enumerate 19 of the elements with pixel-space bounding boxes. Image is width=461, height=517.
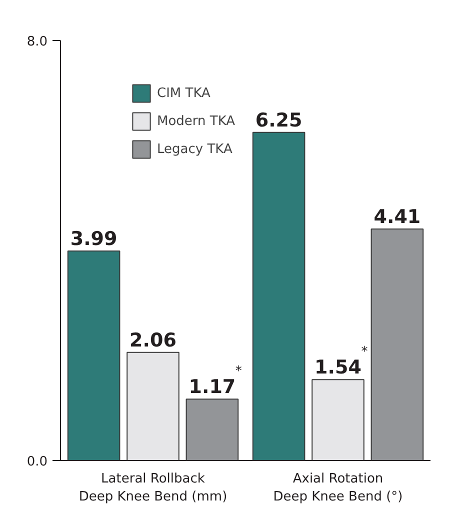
data-label: 4.41: [374, 206, 421, 228]
bar: [312, 379, 364, 460]
x-tick-label: Axial Rotation Deep Knee Bend (°): [273, 472, 403, 504]
legend-label: CIM TKA: [157, 86, 210, 100]
x-tick-label: Lateral Rollback Deep Knee Bend (mm): [78, 472, 228, 504]
data-label: 1.17*: [188, 364, 242, 398]
legend-label: Legacy TKA: [157, 142, 232, 156]
data-label: 2.06: [130, 329, 176, 352]
bar: [370, 228, 424, 460]
legend-label: Modern TKA: [157, 114, 236, 128]
bar: [67, 250, 120, 460]
data-label: 1.54*: [314, 344, 368, 379]
data-label: 6.25: [255, 109, 302, 132]
y-tick-label: 0.0: [26, 454, 48, 470]
bar: [126, 352, 180, 460]
data-label: 3.99: [70, 228, 118, 250]
y-tick-label: 8.0: [26, 34, 48, 50]
bar: [186, 398, 239, 460]
bar: [252, 132, 306, 460]
